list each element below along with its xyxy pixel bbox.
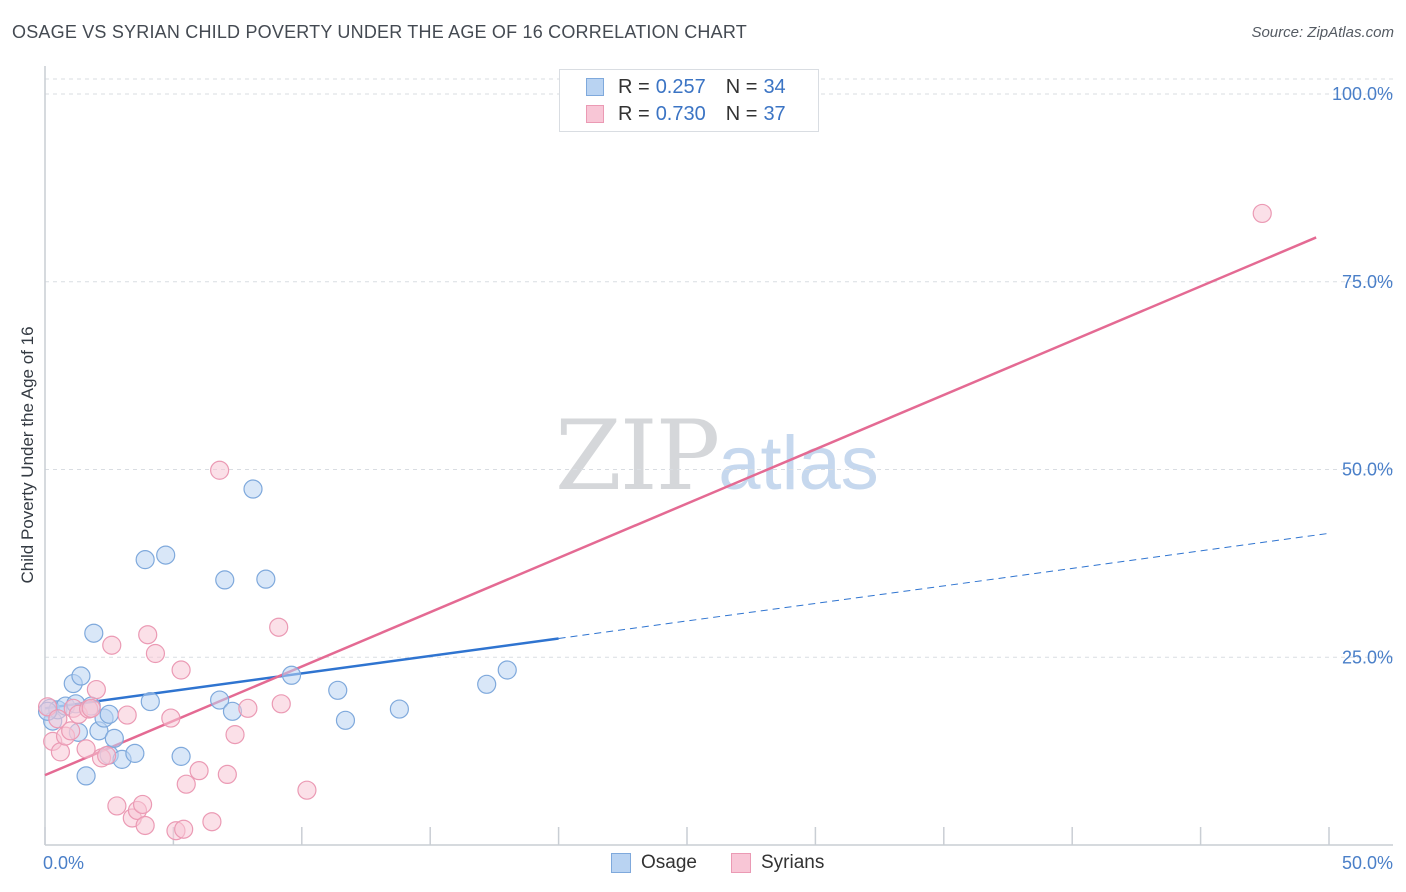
syrians-point [145,643,166,664]
osage-point [256,569,276,589]
r-label: R = [618,75,650,98]
syrians-point [202,812,222,832]
syrians-point [176,774,196,794]
osage-point [389,699,409,719]
syrians-point [132,794,153,815]
syrians-point [210,460,230,480]
x-tick-label: 0.0% [43,853,84,873]
osage-point [84,623,104,643]
osage-point [156,545,176,565]
syrians-point [48,709,68,729]
n-value: 34 [763,75,786,98]
bottom-legend-syrians: Syrians [731,852,824,874]
osage-point [104,728,124,748]
osage-point [210,690,230,710]
gridlines [45,78,1393,658]
osage-point [497,660,517,680]
syrians-point [161,708,181,728]
legend-row-syrians: R = 0.730 N = 37 [586,103,786,125]
syrians-point [76,739,96,759]
syrians-point [269,617,289,637]
syrians-point [97,746,117,766]
data-points [37,203,1272,841]
osage-point [215,570,235,590]
osage-point [140,691,160,712]
syrians-point [297,780,317,800]
n-label: N = [725,102,758,125]
syrians-point [271,694,291,714]
osage-point [99,704,119,724]
syrians-point [61,721,81,741]
syrians-label: Syrians [761,852,825,873]
syrians-point [225,725,245,745]
osage-trend-line [44,637,559,710]
syrians-point [171,660,191,680]
tick-labels: 25.0% 50.0% 75.0% 100.0% 0.0% 50.0% [43,84,1393,873]
osage-swatch [586,78,604,96]
syrians-point [217,764,237,785]
y-tick-label: 25.0% [1342,647,1393,667]
syrians-point [174,819,194,839]
bottom-legend-osage: Osage [611,852,697,874]
x-tick-label: 50.0% [1342,853,1393,873]
syrians-point [238,698,258,718]
n-value: 37 [763,102,786,125]
watermark: ZIPatlas [555,400,879,512]
syrians-point [107,796,127,816]
y-tick-label: 75.0% [1342,272,1393,292]
osage-point [135,550,155,570]
osage-trend-extension [558,532,1330,639]
osage-point [281,665,302,685]
n-label: N = [725,75,758,98]
osage-point [125,743,145,763]
syrians-swatch [586,105,604,123]
legend-row-osage: R = 0.257 N = 34 [586,76,786,98]
osage-point [243,479,263,499]
syrians-point [189,761,209,781]
y-tick-label: 50.0% [1342,460,1393,480]
osage-point [328,680,348,700]
syrians-point [1252,203,1272,224]
syrians-point [86,679,106,700]
syrians-swatch [731,853,751,873]
osage-swatch [611,853,631,873]
osage-point [71,666,91,686]
watermark-atlas: atlas [718,421,879,506]
osage-label: Osage [641,852,697,873]
syrians-point [117,705,137,725]
syrians-point [102,635,122,655]
r-label: R = [618,102,650,125]
syrians-trend-line [44,236,1317,777]
trend-lines [44,236,1330,777]
source-label: Source: ZipAtlas.com [1251,24,1394,41]
r-value: 0.730 [655,102,706,125]
r-value: 0.257 [655,75,706,98]
syrians-point [138,625,158,645]
stats-legend: R = 0.257 N = 34 R = 0.730 N = 37 [559,69,819,132]
axes [44,66,1393,846]
watermark-zip: ZIP [555,400,720,512]
syrians-point [81,698,101,718]
y-tick-label: 100.0% [1332,84,1393,104]
osage-point [76,766,96,786]
osage-point [477,674,497,694]
syrians-point [135,815,155,836]
osage-point [335,710,356,730]
chart-title: OSAGE VS SYRIAN CHILD POVERTY UNDER THE … [12,22,747,42]
osage-point [171,746,191,766]
